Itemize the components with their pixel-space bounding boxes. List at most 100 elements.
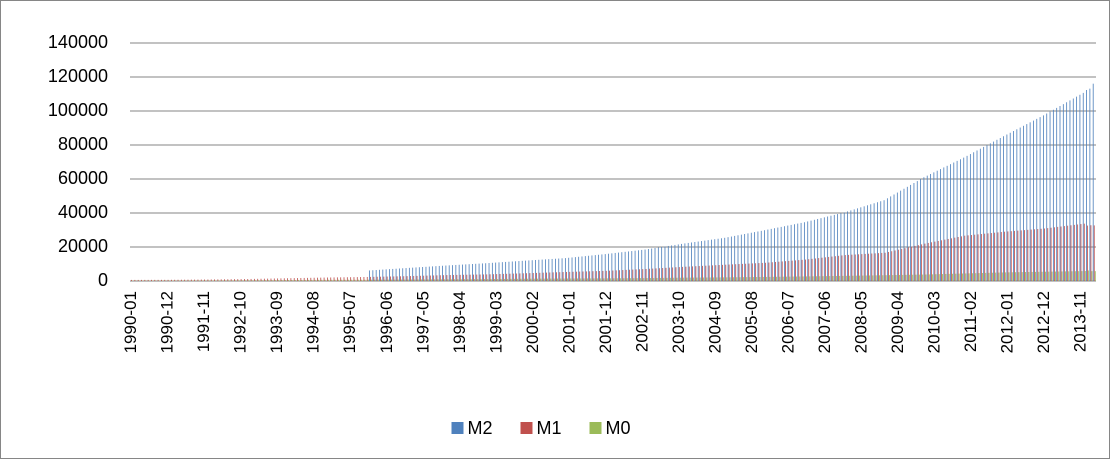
- bar: [418, 267, 420, 281]
- bar: [809, 276, 811, 281]
- bar: [861, 254, 863, 281]
- bar: [796, 276, 797, 281]
- bar: [465, 264, 467, 281]
- bar: [1061, 271, 1063, 281]
- bar: [955, 273, 957, 281]
- bar: [631, 251, 633, 281]
- bar: [341, 279, 343, 281]
- bar: [417, 279, 419, 281]
- bar: [692, 266, 693, 281]
- bar: [361, 279, 363, 281]
- bar: [321, 279, 323, 281]
- bar: [579, 271, 581, 281]
- bar: [983, 146, 985, 281]
- bar: [776, 276, 778, 281]
- bar: [640, 278, 641, 281]
- x-tick-label: 2003-10: [669, 291, 688, 353]
- bar: [1053, 227, 1055, 281]
- bar: [602, 270, 604, 281]
- bar: [726, 277, 728, 281]
- bar: [605, 270, 607, 281]
- bar: [1008, 272, 1010, 281]
- bar: [495, 262, 497, 281]
- bar: [434, 279, 436, 281]
- bar: [310, 277, 312, 281]
- bar: [340, 277, 342, 281]
- bar: [889, 275, 890, 281]
- bar: [561, 258, 563, 281]
- bar: [1076, 96, 1078, 282]
- bar: [1044, 228, 1045, 281]
- bar: [896, 192, 898, 281]
- bar: [389, 269, 390, 281]
- bar: [496, 274, 498, 281]
- bar: [384, 279, 386, 281]
- bar: [170, 279, 172, 281]
- bar: [852, 275, 854, 281]
- bar: [883, 200, 885, 281]
- bar: [920, 179, 921, 281]
- bar: [910, 184, 912, 281]
- bar: [1050, 227, 1052, 281]
- bar: [635, 269, 637, 281]
- bar: [449, 275, 451, 281]
- bar: [596, 278, 598, 281]
- bar: [662, 268, 664, 281]
- bar: [957, 236, 959, 281]
- bar: [711, 239, 712, 281]
- bar: [778, 261, 780, 281]
- bar: [885, 275, 887, 281]
- bar: [573, 278, 575, 281]
- bar: [377, 279, 379, 281]
- x-tick-label: 1997-05: [413, 291, 432, 353]
- bar: [956, 160, 958, 281]
- bar: [505, 261, 507, 281]
- bar: [1006, 134, 1008, 281]
- bar: [784, 226, 785, 281]
- legend-label: M2: [468, 418, 493, 438]
- bar: [632, 269, 634, 281]
- bar: [440, 279, 442, 281]
- bar: [473, 274, 474, 281]
- bar: [871, 253, 873, 281]
- bar: [447, 279, 449, 281]
- bar: [382, 269, 384, 281]
- bar: [331, 279, 333, 281]
- bar: [191, 280, 193, 281]
- bar: [882, 275, 884, 281]
- bar: [922, 274, 924, 281]
- bar: [665, 267, 667, 281]
- bar: [1089, 88, 1091, 282]
- bar: [694, 241, 696, 281]
- bar: [412, 267, 414, 281]
- bar: [950, 164, 951, 281]
- bar: [822, 276, 824, 281]
- bar: [739, 277, 741, 281]
- bar: [436, 275, 438, 281]
- bar: [855, 275, 857, 281]
- bar: [787, 225, 789, 281]
- bar: [884, 252, 886, 281]
- bar: [754, 232, 756, 281]
- bar: [395, 268, 397, 281]
- bar: [442, 265, 443, 281]
- bar: [803, 222, 805, 281]
- bar: [972, 273, 973, 281]
- bar: [1073, 224, 1075, 281]
- bar: [782, 276, 784, 281]
- bar: [798, 260, 800, 281]
- bar: [564, 258, 566, 281]
- bar: [833, 214, 835, 281]
- bar: [736, 277, 738, 281]
- bar: [941, 240, 942, 281]
- x-tick-label: 2008-05: [851, 291, 870, 353]
- bar: [904, 248, 906, 281]
- bar: [863, 206, 865, 281]
- bar: [595, 271, 597, 281]
- bar: [1093, 225, 1095, 281]
- bar: [905, 274, 907, 281]
- bar: [426, 275, 428, 281]
- bar: [523, 278, 525, 281]
- bar: [851, 254, 853, 281]
- bar: [806, 276, 807, 281]
